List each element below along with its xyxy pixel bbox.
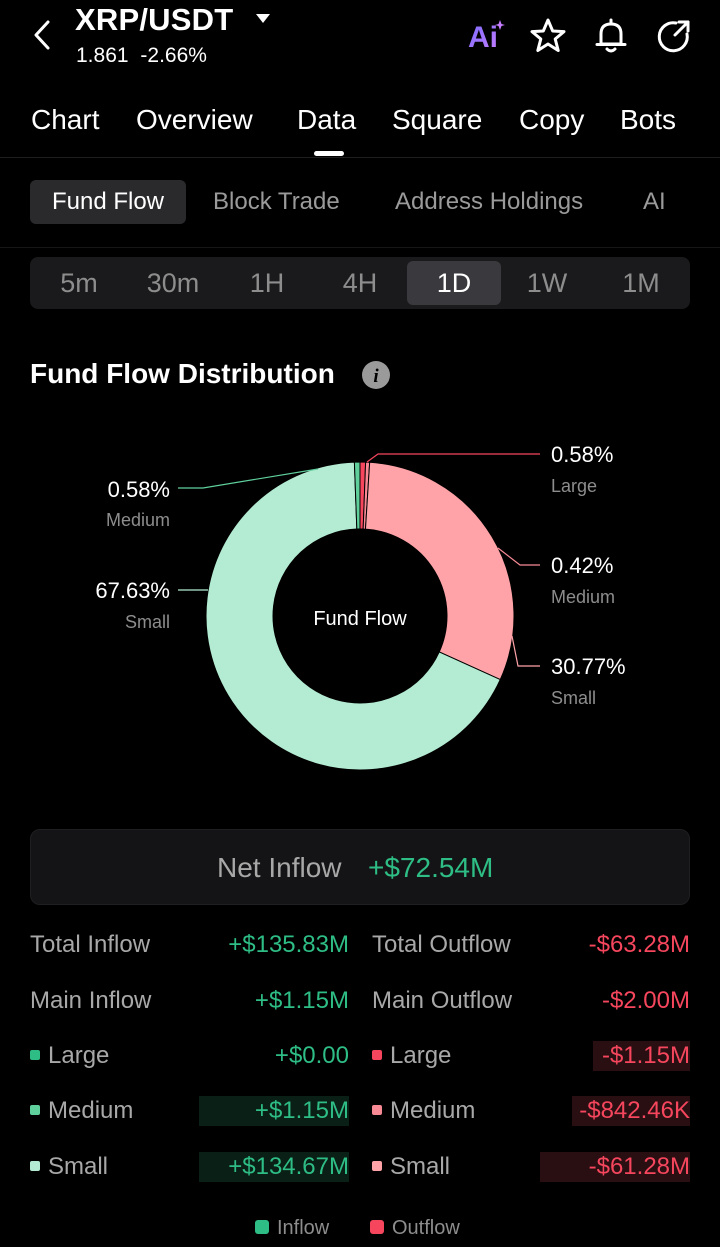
label-in-small-name: Small xyxy=(125,612,170,632)
data-subtabs: Fund Flow Block Trade Address Holdings A… xyxy=(0,158,720,248)
outflow-small-highlight xyxy=(540,1152,690,1182)
fund-flow-donut-chart: Fund Flow 0.58% Large 0.42% Medium 30.77… xyxy=(95,442,626,771)
legend: Inflow Outflow xyxy=(0,1214,720,1244)
legend-inflow-swatch xyxy=(255,1219,269,1234)
label-in-medium-pct: 0.58% xyxy=(108,477,170,502)
main-tabs: Chart Overview Data Square Copy Bots xyxy=(0,96,720,158)
leader-line-out-small xyxy=(511,635,540,667)
subtab-ai[interactable]: AI xyxy=(643,188,666,215)
period-4h[interactable]: 4H xyxy=(342,268,378,298)
total-inflow-label: Total Inflow xyxy=(30,931,151,958)
pair-dropdown-caret-icon[interactable] xyxy=(255,12,271,24)
net-inflow-card: Net Inflow +$72.54M xyxy=(30,829,690,905)
tab-bots[interactable]: Bots xyxy=(620,104,677,135)
outflow-medium-value: -$842.46K xyxy=(579,1097,690,1124)
subtab-block-trade[interactable]: Block Trade xyxy=(213,188,340,215)
label-out-small-pct: 30.77% xyxy=(551,654,626,679)
inflow-large-label: Large xyxy=(30,1040,109,1072)
section-title: Fund Flow Distribution xyxy=(30,358,335,389)
period-1w[interactable]: 1W xyxy=(526,268,568,298)
tab-data[interactable]: Data xyxy=(297,104,357,135)
active-tab-indicator xyxy=(314,151,344,156)
price-line: 1.861 -2.66% xyxy=(76,44,207,68)
label-in-small-pct: 67.63% xyxy=(95,578,170,603)
pair-title[interactable]: XRP/USDT xyxy=(75,2,234,37)
svg-text:i: i xyxy=(373,366,379,387)
period-selector: 5m 30m 1H 4H 1D 1W 1M xyxy=(30,257,690,309)
table-row-main: Main Inflow +$1.15M Main Outflow -$2.00M xyxy=(0,985,720,1029)
outflow-medium-label: Medium xyxy=(372,1095,475,1127)
outflow-small-label: Small xyxy=(372,1151,450,1183)
legend-outflow-swatch xyxy=(370,1219,384,1234)
table-row-large: Large +$0.00 Large -$1.15M xyxy=(0,1040,720,1084)
main-outflow-label: Main Outflow xyxy=(372,987,513,1014)
total-outflow-value: -$63.28M xyxy=(588,931,690,958)
inflow-medium-value: +$1.15M xyxy=(254,1097,349,1124)
inflow-medium-label: Medium xyxy=(30,1095,133,1127)
outflow-small-dot xyxy=(372,1160,382,1171)
tab-overview[interactable]: Overview xyxy=(136,104,253,135)
donut-center-label: Fund Flow xyxy=(313,608,407,630)
subtab-address-holdings[interactable]: Address Holdings xyxy=(395,188,584,215)
alert-bell-icon[interactable] xyxy=(591,16,631,56)
donut-hole xyxy=(273,529,447,703)
share-icon[interactable] xyxy=(654,16,694,56)
inflow-small-dot xyxy=(30,1160,40,1171)
label-out-large-pct: 0.58% xyxy=(551,442,613,467)
label-out-medium-name: Medium xyxy=(551,587,615,607)
outflow-large-value: -$1.15M xyxy=(601,1042,690,1069)
inflow-small-label: Small xyxy=(30,1151,108,1183)
inflow-medium-highlight xyxy=(199,1096,349,1126)
label-in-medium-name: Medium xyxy=(106,510,170,530)
back-arrow-icon[interactable] xyxy=(28,18,56,52)
net-inflow-value: +$72.54M xyxy=(368,852,494,883)
outflow-large-dot xyxy=(372,1049,382,1060)
total-outflow-label: Total Outflow xyxy=(372,931,511,958)
leader-line-out-large xyxy=(366,453,540,463)
label-out-small-name: Small xyxy=(551,688,596,708)
favorite-star-icon[interactable] xyxy=(528,16,568,56)
outflow-medium-dot xyxy=(372,1104,382,1115)
outflow-small-value: -$61.28M xyxy=(588,1153,690,1180)
table-row-small: Small +$134.67M Small -$61.28M xyxy=(0,1151,720,1195)
tab-copy[interactable]: Copy xyxy=(519,104,585,135)
period-30m[interactable]: 30m xyxy=(146,268,200,298)
outflow-large-highlight xyxy=(593,1041,690,1071)
net-inflow-label: Net Inflow xyxy=(217,852,342,883)
period-1m[interactable]: 1M xyxy=(622,268,660,298)
tab-square[interactable]: Square xyxy=(392,104,483,135)
svg-text:Ai: Ai xyxy=(468,21,498,54)
main-inflow-value: +$1.15M xyxy=(254,987,349,1014)
label-out-large-name: Large xyxy=(551,476,597,496)
inflow-large-value: +$0.00 xyxy=(274,1042,349,1069)
inflow-large-dot xyxy=(30,1049,40,1060)
top-bar: XRP/USDT 1.861 -2.66% Ai xyxy=(0,0,720,80)
outflow-medium-highlight xyxy=(572,1096,690,1126)
period-1d[interactable]: 1D xyxy=(407,261,501,305)
leader-line-out-medium xyxy=(497,547,540,566)
table-row-total: Total Inflow +$135.83M Total Outflow -$6… xyxy=(0,929,720,973)
tab-chart[interactable]: Chart xyxy=(31,104,100,135)
inflow-small-highlight xyxy=(199,1152,349,1182)
legend-inflow: Inflow xyxy=(255,1214,329,1242)
period-5m[interactable]: 5m xyxy=(60,268,98,298)
label-out-medium-pct: 0.42% xyxy=(551,553,613,578)
main-inflow-label: Main Inflow xyxy=(30,987,152,1014)
inflow-small-value: +$134.67M xyxy=(228,1153,349,1180)
period-1h[interactable]: 1H xyxy=(249,268,285,298)
subtab-fund-flow[interactable]: Fund Flow xyxy=(30,180,186,224)
info-icon[interactable]: i xyxy=(361,360,391,390)
leader-line-in-medium xyxy=(178,468,319,489)
total-inflow-value: +$135.83M xyxy=(228,931,349,958)
last-price: 1.861 xyxy=(76,44,129,67)
price-change: -2.66% xyxy=(140,44,207,67)
inflow-medium-dot xyxy=(30,1104,40,1115)
table-row-medium: Medium +$1.15M Medium -$842.46K xyxy=(0,1095,720,1139)
legend-outflow: Outflow xyxy=(370,1214,460,1242)
outflow-large-label: Large xyxy=(372,1040,451,1072)
ai-icon[interactable]: Ai xyxy=(467,16,507,56)
main-outflow-value: -$2.00M xyxy=(601,987,690,1014)
